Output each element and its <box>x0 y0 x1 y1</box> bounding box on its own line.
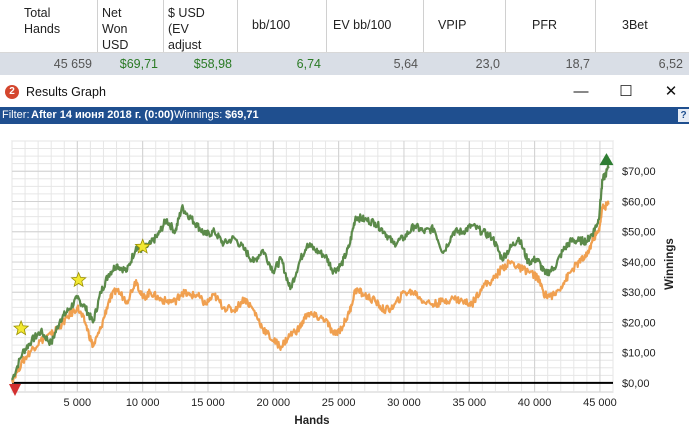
y-tick-label: $60,00 <box>622 196 656 208</box>
series-net-won-line <box>10 164 610 381</box>
y-tick-label: $50,00 <box>622 227 656 239</box>
maximize-button[interactable]: ☐ <box>619 83 633 100</box>
col-vpip[interactable]: VPIP <box>424 0 506 52</box>
close-button[interactable]: ✕ <box>664 83 678 100</box>
min-triangle-icon <box>9 383 21 396</box>
x-axis: 5 000 10 000 15 000 20 000 25 000 30 000 35 00… <box>64 397 617 409</box>
results-graph[interactable]: 5 000 10 000 15 000 20 000 25 000 30 000 35 00… <box>0 124 689 427</box>
filter-label: Filter: <box>2 109 30 121</box>
col-bb100-label: bb/100 <box>252 18 291 32</box>
col-total-hands-label: Total Hands <box>24 6 61 36</box>
series-group <box>10 164 610 384</box>
col-pfr-label: PFR <box>532 18 557 32</box>
value-pfr: 18,7 <box>565 57 590 71</box>
star-icon <box>134 238 151 254</box>
x-tick-label: 35 000 <box>452 397 486 409</box>
col-3bet[interactable]: 3Bet <box>596 0 689 52</box>
col-bb100[interactable]: bb/100 <box>238 0 327 52</box>
x-tick-label: 40 000 <box>518 397 552 409</box>
star-icon <box>12 319 30 336</box>
gridlines <box>11 140 614 392</box>
value-net-won: $69,71 <box>119 57 158 71</box>
value-ev-adjusted: $58,98 <box>193 57 232 71</box>
value-vpip: 23,0 <box>475 57 500 71</box>
col-ev-adjusted-label: $ USD (EV adjust <box>168 6 205 52</box>
winnings-label: Winnings: <box>174 109 223 121</box>
col-pfr[interactable]: PFR <box>506 0 596 52</box>
series-ev-adjusted-line <box>10 200 610 384</box>
x-tick-label: 10 000 <box>126 397 160 409</box>
col-net-won[interactable]: Net Won USD <box>98 0 164 52</box>
value-bb100: 6,74 <box>296 57 321 71</box>
col-net-won-label: Net Won USD <box>102 6 129 52</box>
minimize-button[interactable]: — <box>573 83 589 100</box>
filter-value[interactable]: After 14 июня 2018 г. (0:00) <box>31 109 174 121</box>
star-icon <box>70 271 87 288</box>
col-total-hands[interactable]: Total Hands <box>0 0 98 52</box>
value-total-hands: 45 659 <box>53 57 92 71</box>
value-ev-bb100: 5,64 <box>393 57 418 71</box>
y-tick-label: $30,00 <box>622 287 656 299</box>
y-axis-title: Winnings <box>664 238 676 290</box>
stats-value-row[interactable]: 45 659 $69,71 $58,98 6,74 5,64 23,0 18,7… <box>0 53 689 75</box>
winnings-value: $69,71 <box>225 109 259 121</box>
y-axis: $0,00 $10,00 $20,00 $30,00 $40,00 $50,00 $60,0… <box>622 166 656 390</box>
markers-group <box>9 153 614 396</box>
value-3bet: 6,52 <box>658 57 683 71</box>
filter-bar[interactable]: Filter: After 14 июня 2018 г. (0:00) Win… <box>0 107 689 124</box>
col-vpip-label: VPIP <box>438 18 467 32</box>
window-title: Results Graph <box>26 85 106 99</box>
x-tick-label: 30 000 <box>387 397 421 409</box>
x-tick-label: 25 000 <box>322 397 356 409</box>
col-ev-adjusted[interactable]: $ USD (EV adjust <box>164 0 238 52</box>
stats-header-row: Total Hands Net Won USD $ USD (EV adjust… <box>0 0 689 53</box>
x-tick-label: 15 000 <box>191 397 225 409</box>
col-3bet-label: 3Bet <box>622 18 648 32</box>
x-tick-label: 5 000 <box>64 397 92 409</box>
y-tick-label: $70,00 <box>622 166 656 178</box>
x-tick-label: 45 000 <box>583 397 617 409</box>
x-axis-title: Hands <box>294 415 329 427</box>
y-tick-label: $0,00 <box>622 378 650 390</box>
col-ev-bb100-label: EV bb/100 <box>333 18 392 32</box>
y-tick-label: $20,00 <box>622 317 656 329</box>
app-logo-icon: 2 <box>5 85 19 99</box>
y-tick-label: $40,00 <box>622 257 656 269</box>
stats-table: Total Hands Net Won USD $ USD (EV adjust… <box>0 0 689 75</box>
help-icon[interactable]: ? <box>678 109 689 122</box>
x-tick-label: 20 000 <box>256 397 290 409</box>
y-tick-label: $10,00 <box>622 348 656 360</box>
window-titlebar[interactable]: 2 Results Graph — ☐ ✕ <box>0 80 689 104</box>
col-ev-bb100[interactable]: EV bb/100 <box>327 0 424 52</box>
max-triangle-icon <box>599 153 614 166</box>
